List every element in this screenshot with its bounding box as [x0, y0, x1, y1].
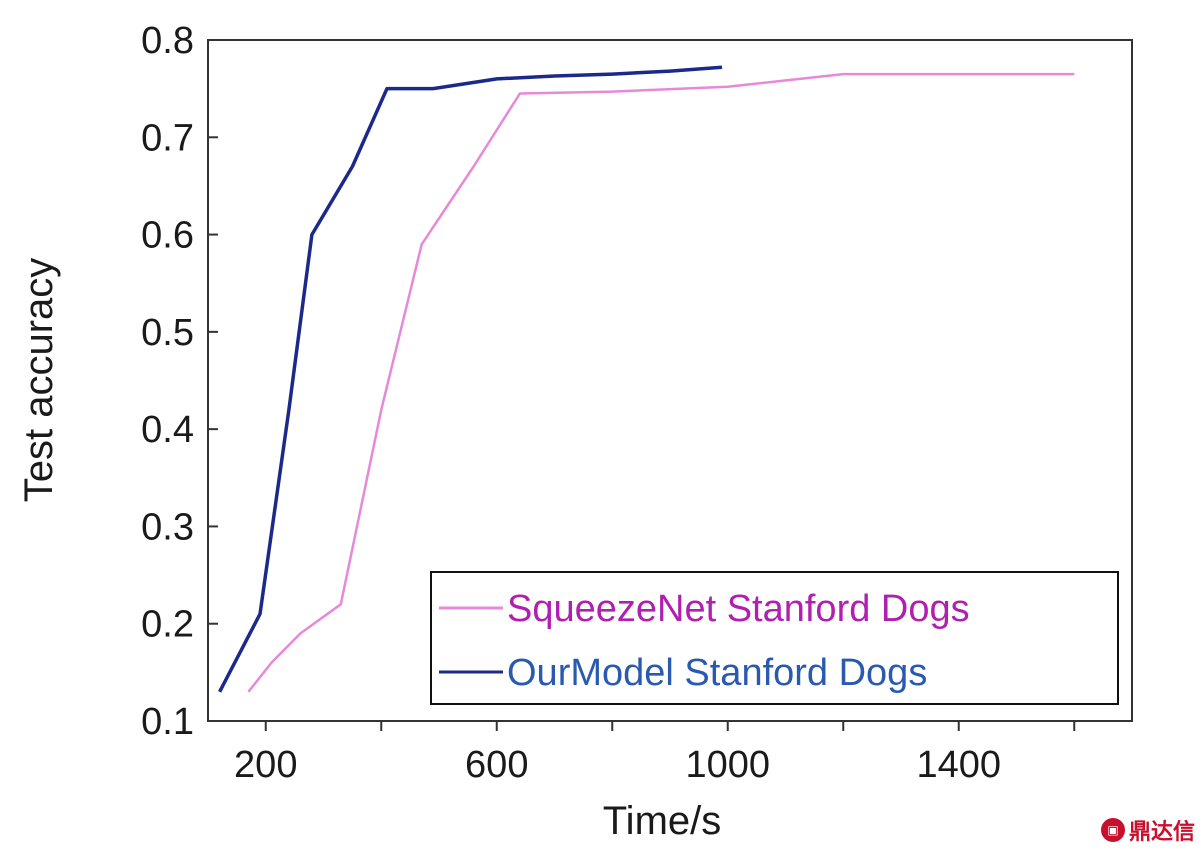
series-line-ourmodel	[218, 65, 723, 693]
x-tick-label: 200	[234, 744, 297, 786]
y-axis-label: Test accuracy	[17, 258, 61, 503]
legend: SqueezeNet Stanford Dogs OurModel Stanfor…	[430, 571, 1119, 705]
watermark: ▣ 鼎达信	[1100, 814, 1195, 846]
y-tick-label: 0.3	[141, 506, 194, 548]
x-tick-label: 1400	[916, 744, 1001, 786]
y-tick-label: 0.6	[141, 215, 194, 257]
legend-label: SqueezeNet Stanford Dogs	[507, 588, 970, 630]
x-tick-label: 600	[465, 744, 528, 786]
x-axis-label: Time/s	[603, 799, 722, 843]
watermark-text: 鼎达信	[1128, 820, 1195, 845]
y-tick-label: 0.1	[141, 701, 194, 743]
series-line-squeezenet	[247, 72, 1075, 693]
y-tick-label: 0.5	[141, 312, 194, 354]
y-tick-label: 0.2	[141, 604, 194, 646]
y-tick-label: 0.8	[141, 20, 194, 62]
x-axis-ticks: 200 600 1000 1400	[234, 721, 1076, 786]
y-tick-label: 0.4	[141, 409, 194, 451]
series-layer	[218, 65, 1075, 693]
y-tick-label: 0.7	[141, 117, 194, 159]
plot-frame	[207, 39, 1133, 722]
x-tick-label: 1000	[685, 744, 770, 786]
legend-label: OurModel Stanford Dogs	[507, 652, 927, 694]
y-axis-ticks: 0.1 0.2 0.3 0.4 0.5 0.6 0.7 0.8	[141, 20, 218, 743]
legend-box	[430, 571, 1119, 705]
logo-icon: ▣	[1100, 818, 1125, 842]
